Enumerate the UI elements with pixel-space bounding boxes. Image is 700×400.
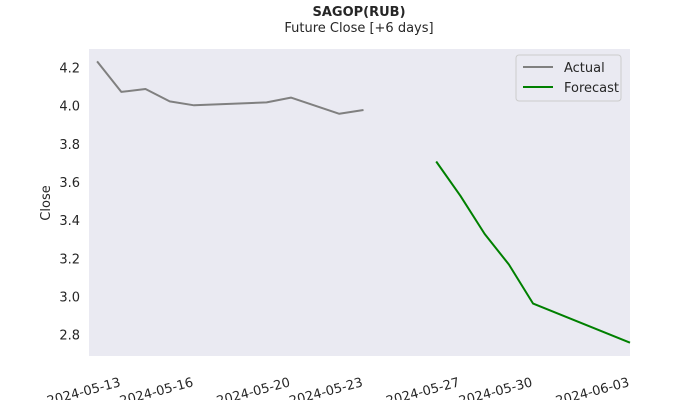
- y-tick-label: 4.2: [59, 62, 80, 77]
- y-axis-ticks: 2.8 3.0 3.2 3.4 3.6 3.8 4.0 4.2: [59, 62, 80, 344]
- y-tick-label: 3.6: [59, 176, 80, 191]
- chart-subtitle: Future Close [+6 days]: [284, 21, 434, 36]
- legend-label-actual: Actual: [564, 61, 605, 76]
- x-tick-label: 2024-05-20: [215, 375, 292, 400]
- x-tick-label: 2024-05-16: [118, 375, 195, 400]
- series-layer: [96, 60, 631, 344]
- x-tick-label: 2024-05-23: [288, 375, 365, 400]
- chart-title: SAGOP(RUB): [312, 5, 406, 20]
- y-tick-label: 2.8: [59, 329, 80, 344]
- y-axis-label: Close: [39, 185, 54, 220]
- legend: Actual Forecast: [515, 54, 622, 102]
- y-tick-label: 3.2: [59, 252, 80, 267]
- y-tick-label: 3.8: [59, 138, 80, 153]
- y-tick-label: 4.0: [59, 100, 80, 115]
- y-tick-label: 3.4: [59, 214, 80, 229]
- series-line-forecast: [435, 160, 631, 344]
- x-tick-label: 2024-05-30: [457, 375, 534, 400]
- x-tick-label: 2024-06-03: [554, 375, 631, 400]
- x-tick-label: 2024-05-13: [45, 375, 122, 400]
- x-tick-label: 2024-05-27: [385, 375, 462, 400]
- y-tick-label: 3.0: [59, 290, 80, 305]
- legend-label-forecast: Forecast: [564, 81, 619, 96]
